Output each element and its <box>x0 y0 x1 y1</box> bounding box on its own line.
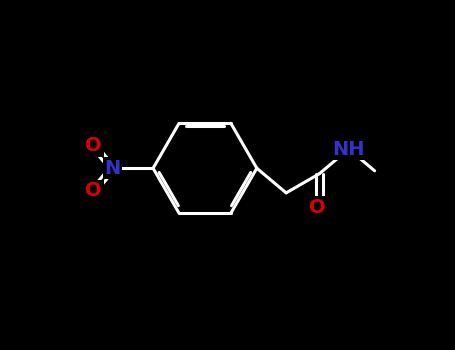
Text: N: N <box>104 159 121 178</box>
Text: O: O <box>309 198 325 217</box>
Text: O: O <box>86 136 102 155</box>
Text: NH: NH <box>333 140 365 159</box>
Text: O: O <box>86 181 102 200</box>
